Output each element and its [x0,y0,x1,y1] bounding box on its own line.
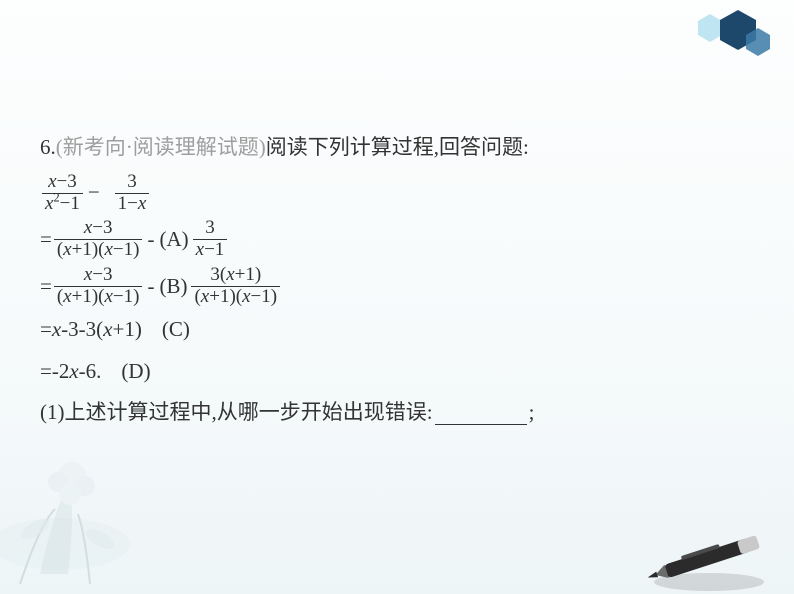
label-b: (B) [157,269,189,305]
flower-decoration [0,414,220,594]
minus-sign: − [85,175,103,211]
answer-blank [435,402,527,425]
label-a: (A) [157,222,190,258]
hexagon-decoration [692,10,776,66]
expression-initial: x−3 x2−1 − 3 1−x [40,172,740,215]
step-c: =x-3-3(x+1) (C) [40,312,740,348]
pen-decoration [624,524,774,594]
label-d: (D) [119,354,152,390]
question-number: 6. [40,130,56,166]
sub-question-1: (1)上述计算过程中,从哪一步开始出现错误: ; [40,395,740,431]
question-header: 6. (新考向·阅读理解试题) 阅读下列计算过程,回答问题: [40,130,740,166]
question-prompt: 阅读下列计算过程,回答问题: [266,130,529,166]
label-c: (C) [160,312,192,348]
sub1-prefix: (1)上述计算过程中,从哪一步开始出现错误: [40,395,433,431]
fraction-step-b-right: 3(x+1) (x+1)(x−1) [191,265,280,308]
fraction-left-initial: x−3 x2−1 [42,172,83,215]
step-a: = x−3 (x+1)(x−1) - (A) 3 x−1 [40,218,740,261]
step-b: = x−3 (x+1)(x−1) - (B) 3(x+1) (x+1)(x−1) [40,265,740,308]
fraction-right-initial: 3 1−x [115,172,150,215]
fraction-step-a-right: 3 x−1 [193,218,228,261]
step-d: =-2x-6. (D) [40,354,740,390]
fraction-step-b-left: x−3 (x+1)(x−1) [54,265,143,308]
slide-page: 6. (新考向·阅读理解试题) 阅读下列计算过程,回答问题: x−3 x2−1 … [0,0,794,594]
fraction-step-a-left: x−3 (x+1)(x−1) [54,218,143,261]
sub1-suffix: ; [529,395,535,431]
question-content: 6. (新考向·阅读理解试题) 阅读下列计算过程,回答问题: x−3 x2−1 … [40,130,740,437]
question-tag: (新考向·阅读理解试题) [56,130,266,166]
